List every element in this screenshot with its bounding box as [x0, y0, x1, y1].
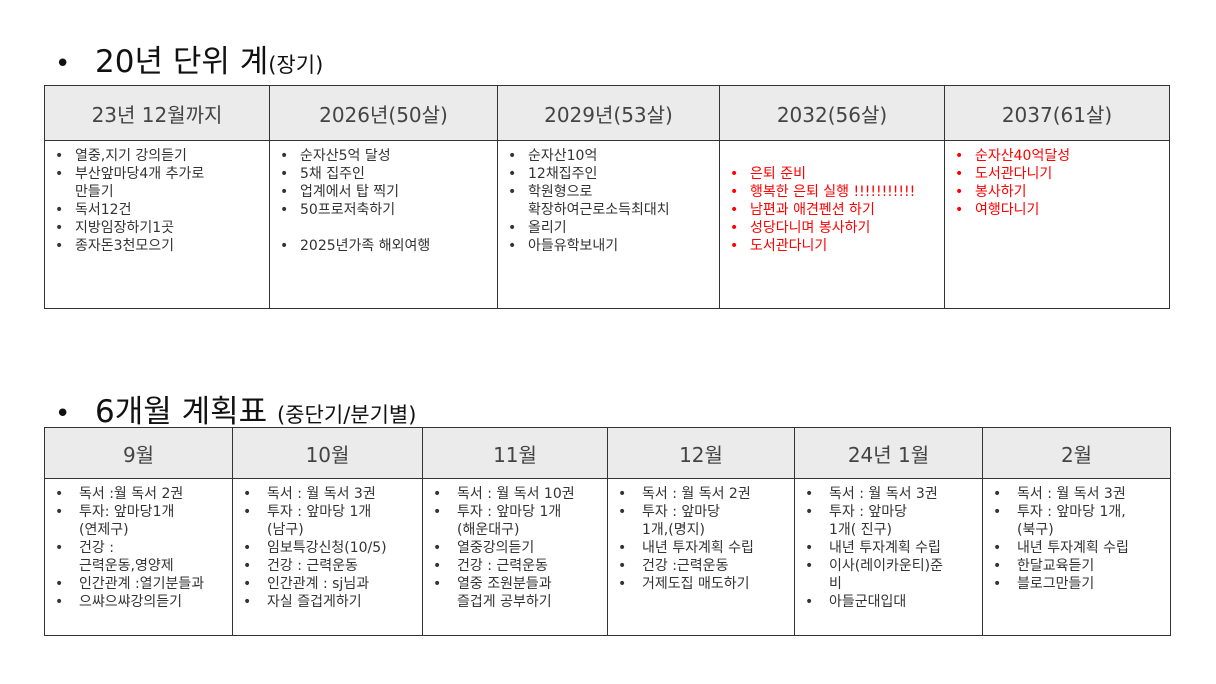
column-header: 2029년(53살) — [497, 85, 720, 141]
list-item — [278, 219, 493, 237]
column-header: 2037(61살) — [944, 85, 1170, 141]
list-item: 도서관다니기 — [728, 237, 940, 255]
section-title-six-month: • 6개월 계획표 (중단기/분기별) — [55, 386, 416, 431]
list-item: 독서 : 월 독서 10권 — [431, 485, 603, 503]
column-header: 23년 12월까지 — [44, 85, 270, 141]
column-cell: 독서 :월 독서 2권투자: 앞마당1개 (연제구)건강 : 근력운동,영양제인… — [44, 478, 233, 636]
list-item: 투자 : 앞마당 1개 (남구) — [241, 503, 418, 539]
list-item: 열중 조원분들과 즐겁게 공부하기 — [431, 575, 603, 611]
list-item: 50프로저축하기 — [278, 201, 493, 219]
list-item: 업계에서 탑 찍기 — [278, 183, 493, 201]
list-item: 순자산10억 — [506, 147, 715, 165]
column-header: 12월 — [607, 427, 795, 479]
title-text: 20년 단위 계 — [95, 44, 269, 80]
list-item — [728, 147, 940, 165]
title-text: 6개월 계획표 — [95, 394, 268, 430]
bullet-icon: • — [55, 49, 71, 79]
list-item: 내년 투자계획 수립 — [803, 539, 978, 557]
list-item: 자실 즐겁게하기 — [241, 593, 418, 611]
list-item: 12채집주인 — [506, 165, 715, 183]
list-item: 순자산5억 달성 — [278, 147, 493, 165]
column-header: 11월 — [422, 427, 608, 479]
column-header: 2032(56살) — [719, 85, 945, 141]
title-subtitle: (중단기/분기별) — [277, 403, 417, 427]
list-item: 인간관계 :열기분들과 — [53, 575, 228, 593]
list-item: 행복한 은퇴 실행 !!!!!!!!!!! — [728, 183, 940, 201]
list-item: 건강 : 근력운동,영양제 — [53, 539, 228, 575]
list-item: 도서관다니기 — [953, 165, 1165, 183]
column-cell: 독서 : 월 독서 3권투자 : 앞마당 1개( 진구)내년 투자계획 수립이사… — [794, 478, 983, 636]
list-item: 으쌰으쌰강의듣기 — [53, 593, 228, 611]
list-item: 남편과 애견펜션 하기 — [728, 201, 940, 219]
column-cell: 순자산40억달성도서관다니기봉사하기여행다니기 — [944, 140, 1170, 309]
list-item: 지방임장하기1곳 — [53, 219, 265, 237]
list-item: 내년 투자계획 수립 — [991, 539, 1166, 557]
list-item: 투자 : 앞마당 1개,(명지) — [616, 503, 790, 539]
column-cell: 독서 : 월 독서 2권투자 : 앞마당 1개,(명지)내년 투자계획 수립건강… — [607, 478, 795, 636]
list-item: 독서 : 월 독서 3권 — [241, 485, 418, 503]
list-item: 아들군대입대 — [803, 593, 978, 611]
list-item: 임보특강신청(10/5) — [241, 539, 418, 557]
list-item: 학원형으로 확장하여근로소득최대치 — [506, 183, 715, 219]
list-item: 투자 : 앞마당 1개( 진구) — [803, 503, 978, 539]
title-subtitle: (장기) — [268, 53, 324, 77]
list-item: 투자 : 앞마당 1개, (북구) — [991, 503, 1166, 539]
column-cell: 은퇴 준비행복한 은퇴 실행 !!!!!!!!!!!남편과 애견펜션 하기성당다… — [719, 140, 945, 309]
list-item: 열중,지기 강의듣기 — [53, 147, 265, 165]
list-item: 아들유학보내기 — [506, 237, 715, 255]
list-item: 내년 투자계획 수립 — [616, 539, 790, 557]
column-cell: 순자산10억12채집주인학원형으로 확장하여근로소득최대치올리기아들유학보내기 — [497, 140, 720, 309]
list-item: 투자 : 앞마당 1개 (해운대구) — [431, 503, 603, 539]
list-item: 부산앞마당4개 추가로 만들기 — [53, 165, 265, 201]
list-item: 블로그만들기 — [991, 575, 1166, 593]
column-header: 9월 — [44, 427, 233, 479]
list-item: 독서 : 월 독서 2권 — [616, 485, 790, 503]
list-item: 독서 : 월 독서 3권 — [803, 485, 978, 503]
list-item: 성당다니며 봉사하기 — [728, 219, 940, 237]
list-item: 5채 집주인 — [278, 165, 493, 183]
column-cell: 독서 : 월 독서 3권투자 : 앞마당 1개 (남구)임보특강신청(10/5)… — [232, 478, 423, 636]
long-term-plan-table: 23년 12월까지 2026년(50살) 2029년(53살) 2032(56살) 20… — [44, 85, 1170, 309]
column-cell: 독서 : 월 독서 10권투자 : 앞마당 1개 (해운대구)열중강의듣기건강 … — [422, 478, 608, 636]
section-title-long-term: • 20년 단위 계(장기) — [55, 36, 323, 81]
column-cell: 순자산5억 달성5채 집주인업계에서 탑 찍기50프로저축하기 2025년가족 … — [269, 140, 498, 309]
list-item: 2025년가족 해외여행 — [278, 237, 493, 255]
list-item: 여행다니기 — [953, 201, 1165, 219]
column-cell: 열중,지기 강의듣기부산앞마당4개 추가로 만들기독서12건지방임장하기1곳종자… — [44, 140, 270, 309]
list-item: 건강 : 근력운동 — [431, 557, 603, 575]
column-header: 2026년(50살) — [269, 85, 498, 141]
list-item: 인간관계 : sj님과 — [241, 575, 418, 593]
list-item: 은퇴 준비 — [728, 165, 940, 183]
list-item: 이사(레이카운티)준 비 — [803, 557, 978, 593]
list-item: 올리기 — [506, 219, 715, 237]
list-item: 건강 : 근력운동 — [241, 557, 418, 575]
list-item: 건강 :근력운동 — [616, 557, 790, 575]
list-item: 독서12건 — [53, 201, 265, 219]
list-item: 투자: 앞마당1개 (연제구) — [53, 503, 228, 539]
list-item: 한달교육듣기 — [991, 557, 1166, 575]
list-item: 독서 :월 독서 2권 — [53, 485, 228, 503]
list-item: 거제도집 매도하기 — [616, 575, 790, 593]
list-item: 봉사하기 — [953, 183, 1165, 201]
column-cell: 독서 : 월 독서 3권투자 : 앞마당 1개, (북구)내년 투자계획 수립한… — [982, 478, 1171, 636]
list-item: 종자돈3천모으기 — [53, 237, 265, 255]
bullet-icon: • — [55, 399, 71, 429]
list-item: 순자산40억달성 — [953, 147, 1165, 165]
column-header: 24년 1월 — [794, 427, 983, 479]
list-item: 독서 : 월 독서 3권 — [991, 485, 1166, 503]
list-item: 열중강의듣기 — [431, 539, 603, 557]
column-header: 10월 — [232, 427, 423, 479]
column-header: 2월 — [982, 427, 1171, 479]
